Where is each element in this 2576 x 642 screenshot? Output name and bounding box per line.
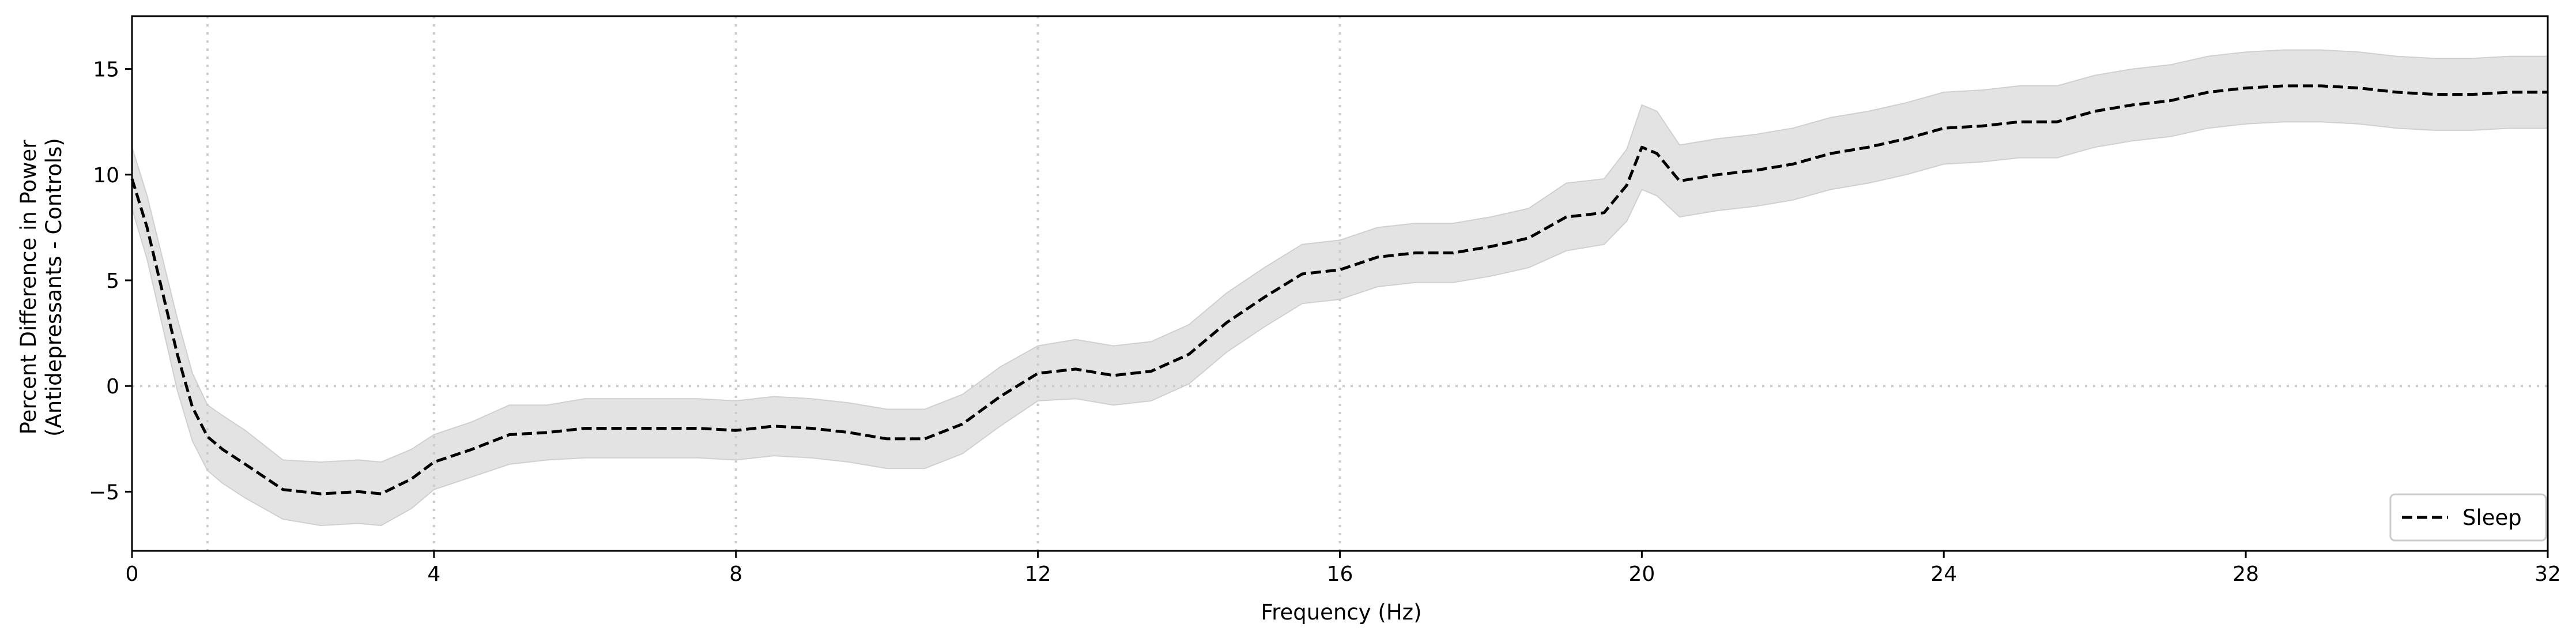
x-tick-label: 20 (1628, 562, 1655, 586)
y-tick-label: 5 (106, 269, 119, 293)
x-tick-label: 16 (1327, 562, 1353, 586)
plot-area (132, 16, 2548, 551)
x-axis-label: Frequency (Hz) (1261, 600, 1421, 625)
x-tick-label: 12 (1025, 562, 1051, 586)
x-tick-label: 4 (427, 562, 440, 586)
legend: Sleep (2390, 494, 2546, 540)
y-axis-label-line-2: (Antidepressants - Controls) (42, 138, 66, 437)
y-tick-label: 15 (93, 58, 119, 82)
x-tick-label: 24 (1930, 562, 1957, 586)
x-tick-label: 8 (729, 562, 742, 586)
x-tick-label: 0 (126, 562, 139, 586)
y-tick-label: 10 (93, 164, 119, 187)
y-axis-label-line-1: Percent Difference in Power (16, 140, 41, 435)
y-tick-label: −5 (89, 480, 119, 504)
legend-label-sleep: Sleep (2462, 505, 2522, 530)
x-tick-label: 28 (2232, 562, 2259, 586)
y-tick-label: 0 (106, 375, 119, 399)
x-tick-label: 32 (2534, 562, 2561, 586)
